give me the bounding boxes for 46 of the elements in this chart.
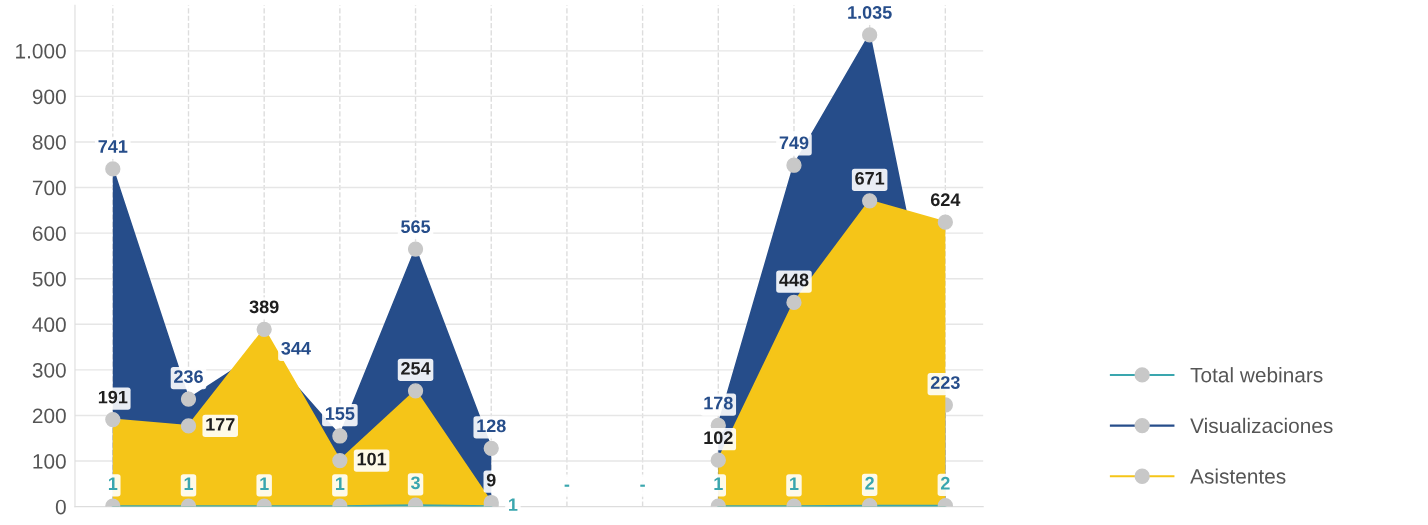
data-label: 624 bbox=[930, 193, 961, 207]
data-label: 254 bbox=[401, 362, 431, 375]
text: - bbox=[564, 484, 570, 487]
data-label: 565 bbox=[401, 220, 431, 234]
y-tick-label: 1.000 bbox=[16, 43, 66, 59]
data-label: 448 bbox=[779, 273, 809, 287]
y-tick-label: 200 bbox=[32, 408, 66, 424]
legend-label: Asistentes bbox=[1190, 468, 1286, 484]
data-label: 9 bbox=[486, 473, 496, 487]
data-label: 1 bbox=[714, 477, 723, 490]
data-label: 1 bbox=[184, 477, 194, 490]
data-label: 344 bbox=[281, 341, 311, 355]
data-label: 3 bbox=[410, 476, 420, 490]
data-label: 128 bbox=[477, 419, 506, 433]
data-label: 102 bbox=[704, 431, 733, 445]
data-label: 1 bbox=[335, 477, 345, 490]
data-label: 2 bbox=[865, 476, 874, 490]
data-label: 1.035 bbox=[848, 6, 892, 19]
y-tick-label: 900 bbox=[32, 89, 66, 105]
data-label: 101 bbox=[357, 452, 387, 466]
y-tick-label: 300 bbox=[32, 362, 66, 378]
y-tick-label: 100 bbox=[33, 454, 66, 469]
data-label: 191 bbox=[98, 390, 128, 404]
legend-label: Total webinars bbox=[1190, 367, 1323, 383]
data-label: 741 bbox=[98, 140, 128, 153]
data-label: 236 bbox=[174, 370, 203, 384]
data-label: 1 bbox=[260, 477, 269, 490]
data-label: 1 bbox=[790, 477, 799, 490]
y-tick-label: 0 bbox=[55, 499, 66, 515]
data-label: 177 bbox=[206, 418, 235, 431]
data-label: 749 bbox=[779, 136, 809, 150]
y-tick-label: 400 bbox=[32, 317, 66, 333]
data-label: 178 bbox=[704, 396, 733, 410]
data-label: 389 bbox=[249, 300, 279, 314]
y-tick-label: 500 bbox=[32, 271, 66, 287]
y-tick-label: 700 bbox=[32, 180, 66, 196]
data-label: 1 bbox=[108, 477, 118, 490]
data-label: 223 bbox=[930, 376, 960, 389]
legend-label: Visualizaciones bbox=[1190, 417, 1333, 434]
data-label: 155 bbox=[325, 407, 355, 420]
data-label: 1 bbox=[509, 498, 518, 511]
data-label: 2 bbox=[940, 476, 950, 490]
text: - bbox=[640, 484, 645, 487]
y-tick-label: 600 bbox=[32, 226, 66, 241]
y-tick-label: 800 bbox=[32, 134, 66, 150]
data-label: 671 bbox=[855, 171, 885, 185]
